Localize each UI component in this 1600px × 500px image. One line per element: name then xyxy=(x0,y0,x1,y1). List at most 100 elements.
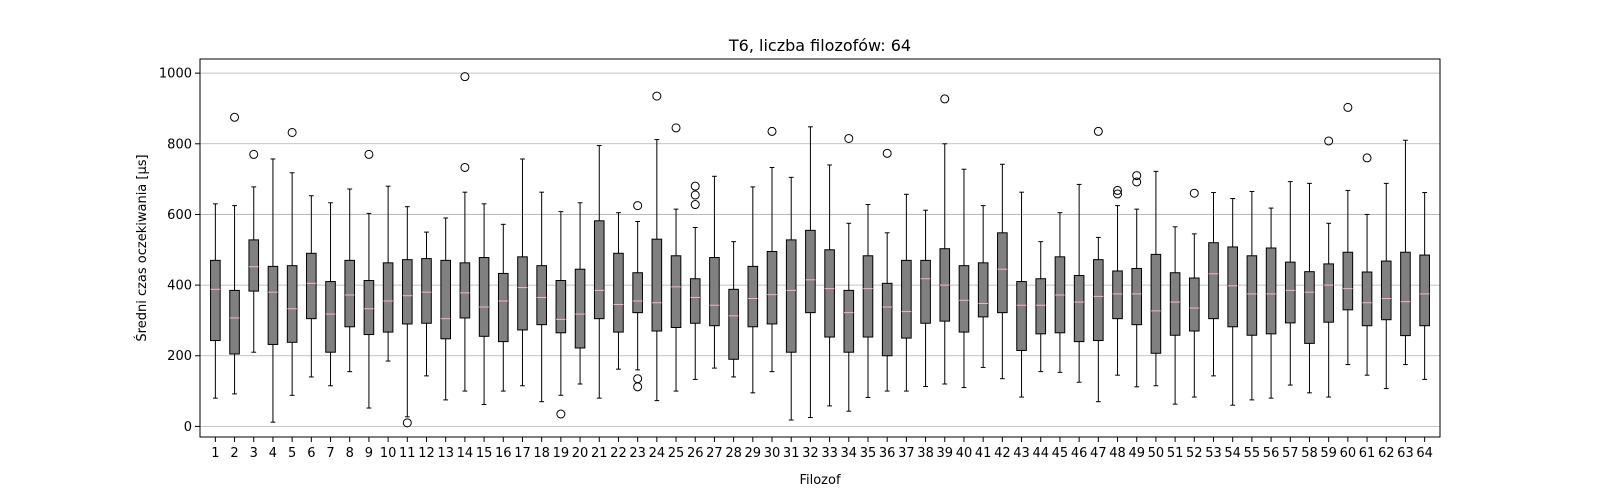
x-tick-label: 48 xyxy=(1109,446,1126,461)
boxplot-45 xyxy=(1054,212,1066,373)
boxplot-44 xyxy=(1035,241,1047,373)
box xyxy=(1380,260,1392,321)
x-tick-label: 52 xyxy=(1186,446,1203,461)
box xyxy=(1073,275,1085,343)
x-tick-label: 57 xyxy=(1282,446,1299,461)
box xyxy=(805,229,816,314)
x-tick-label: 34 xyxy=(841,446,858,461)
box xyxy=(555,280,567,334)
chart-title: T6, liczba filozofów: 64 xyxy=(728,36,911,55)
boxplot-64 xyxy=(1419,192,1430,380)
box xyxy=(459,262,471,319)
boxplot-37 xyxy=(901,193,912,392)
box xyxy=(402,259,413,325)
outlier-point xyxy=(1343,102,1353,112)
outlier-point xyxy=(1093,126,1103,136)
boxplot-33 xyxy=(824,164,835,407)
x-tick-label: 5 xyxy=(288,446,296,461)
box xyxy=(1016,281,1027,351)
outlier-point xyxy=(460,162,470,172)
boxplot-25 xyxy=(670,123,682,392)
box xyxy=(1150,253,1162,354)
outlier-point xyxy=(767,126,777,136)
box xyxy=(958,265,970,333)
boxplot-2 xyxy=(229,112,240,395)
x-tick-label: 56 xyxy=(1263,446,1280,461)
x-tick-label: 36 xyxy=(879,446,896,461)
box xyxy=(248,239,260,292)
box xyxy=(536,265,547,326)
x-tick-label: 49 xyxy=(1128,446,1145,461)
boxplot-47 xyxy=(1093,126,1104,403)
box xyxy=(1112,270,1123,320)
x-tick-label: 46 xyxy=(1071,446,1088,461)
x-tick-label: 23 xyxy=(629,446,646,461)
boxplot-52 xyxy=(1189,188,1200,398)
boxplot-13 xyxy=(440,217,451,401)
x-tick-label: 64 xyxy=(1416,446,1433,461)
outlier-point xyxy=(364,149,374,159)
y-tick-label: 0 xyxy=(184,420,192,435)
x-tick-label: 39 xyxy=(936,446,953,461)
x-tick-label: 41 xyxy=(975,446,992,461)
box xyxy=(1342,251,1354,311)
box xyxy=(785,239,797,353)
x-tick-label: 17 xyxy=(514,446,531,461)
x-tick-label: 20 xyxy=(572,446,589,461)
boxplot-18 xyxy=(536,191,547,403)
box xyxy=(1035,278,1047,335)
box xyxy=(920,259,931,324)
boxplot-54 xyxy=(1227,198,1238,406)
boxplot-27 xyxy=(709,175,720,369)
box xyxy=(766,251,778,325)
x-tick-label: 22 xyxy=(610,446,627,461)
y-tick-label: 800 xyxy=(167,137,192,152)
boxplot-21 xyxy=(593,145,605,399)
box xyxy=(1169,272,1181,336)
boxplot-35 xyxy=(862,204,874,398)
box xyxy=(306,252,317,320)
x-tick-label: 13 xyxy=(437,446,454,461)
outlier-point xyxy=(940,94,950,104)
x-tick-label: 11 xyxy=(399,446,416,461)
boxplot-6 xyxy=(306,195,317,378)
box xyxy=(881,282,893,357)
boxplot-23 xyxy=(632,201,643,392)
boxplot-38 xyxy=(920,209,931,387)
boxplot-34 xyxy=(843,133,855,412)
box xyxy=(1400,251,1411,337)
box xyxy=(593,220,605,320)
boxplot-59 xyxy=(1323,136,1334,398)
x-tick-label: 28 xyxy=(725,446,742,461)
x-tick-label: 4 xyxy=(269,446,277,461)
box xyxy=(613,252,624,333)
x-tick-label: 16 xyxy=(495,446,512,461)
outlier-point xyxy=(652,91,662,101)
outlier-point xyxy=(1132,177,1142,187)
y-tick-label: 1000 xyxy=(159,67,192,82)
box xyxy=(747,265,759,328)
box xyxy=(440,259,451,340)
box xyxy=(325,281,336,353)
box xyxy=(901,259,912,339)
x-tick-label: 9 xyxy=(365,446,373,461)
x-tick-label: 63 xyxy=(1397,446,1414,461)
box xyxy=(382,262,394,333)
outlier-point xyxy=(690,181,700,191)
boxplot-53 xyxy=(1208,192,1219,377)
x-tick-label: 59 xyxy=(1320,446,1337,461)
boxplot-48 xyxy=(1112,185,1123,376)
x-tick-label: 3 xyxy=(250,446,258,461)
x-tick-label: 51 xyxy=(1167,446,1184,461)
boxplot-12 xyxy=(421,231,432,377)
boxplot-61 xyxy=(1361,153,1373,376)
y-axis-ticks: 0 200 400 600 800 1000 xyxy=(159,67,200,435)
boxplot-8 xyxy=(344,188,356,373)
boxplot-63 xyxy=(1400,139,1411,366)
boxplot-60 xyxy=(1342,102,1354,366)
x-tick-label: 38 xyxy=(917,446,934,461)
box xyxy=(689,278,701,324)
outlier-point xyxy=(1113,189,1123,199)
x-tick-label: 26 xyxy=(687,446,704,461)
